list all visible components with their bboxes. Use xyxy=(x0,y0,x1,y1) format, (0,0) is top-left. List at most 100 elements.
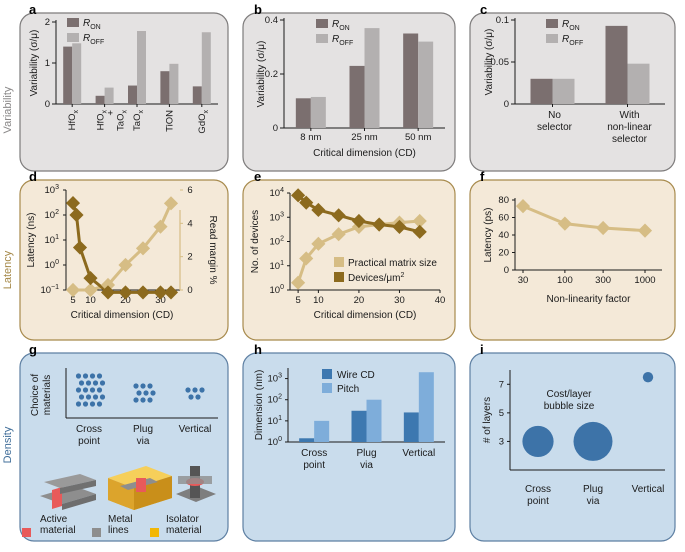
schematic-legend: Active material Metal lines Isolator materi… xyxy=(22,514,202,537)
panel-h-y-label: Dimension (nm) xyxy=(254,370,265,441)
panel-c-x-tick-label: non-linear xyxy=(607,122,652,133)
panel-d-y-tick-label: 102 xyxy=(45,209,60,221)
panel-h-x-tick-label: Plug xyxy=(356,448,376,459)
panel-a-x-tick-label: GdOx xyxy=(197,110,210,134)
panel-d-x-tick-label: 30 xyxy=(155,295,166,306)
panel-f-x-tick-label: 300 xyxy=(595,275,611,286)
panel-e-y-tick-label: 104 xyxy=(270,187,285,199)
panel-f-y-tick-label: 20 xyxy=(498,248,509,259)
panel-g-x-tick-label: Vertical xyxy=(179,424,212,435)
panel-d-read-margin-point xyxy=(65,282,81,298)
panel-g-material-dot xyxy=(99,380,106,386)
panel-g-x-tick-label: Plug xyxy=(133,424,153,435)
panel-d-latency-point xyxy=(83,271,98,286)
panel-b-x-tick-label: 50 nm xyxy=(405,132,431,143)
panel-c-legend-roff-label: ROFF xyxy=(562,34,583,47)
panel-i-x-tick-label: Plug xyxy=(583,484,603,495)
panel-g-material-dot xyxy=(133,397,139,403)
panel-e-series-point xyxy=(311,236,326,251)
panel-h-y-tick-label: 102 xyxy=(268,394,283,406)
panel-f-x-label: Non-linearity factor xyxy=(547,294,632,305)
panel-f-latency-line xyxy=(522,204,646,233)
panel-d-latency-point xyxy=(118,285,133,300)
metal-lines-swatch xyxy=(92,528,101,537)
panel-a-y-tick-label: 0 xyxy=(45,99,50,110)
panel-g-material-dot xyxy=(82,387,89,393)
panel-c-y-tick-label: 0.05 xyxy=(491,57,510,68)
panel-d-read-margin-point xyxy=(100,277,116,293)
panel-h-background xyxy=(242,352,456,542)
panel-i-y-label: # of layers xyxy=(482,397,493,443)
panel-d-latency-point xyxy=(163,285,179,300)
panel-c-bar-roff xyxy=(552,78,575,104)
panel-f-y-label: Latency (ps) xyxy=(483,207,494,262)
panel-b-legend-roff-label: ROFF xyxy=(332,34,353,47)
panel-f-x-tick-label: 100 xyxy=(557,275,573,286)
panel-g-material-dot xyxy=(78,394,85,400)
panel-f-x-tick-label: 30 xyxy=(518,275,529,286)
panel-a-bar-roff xyxy=(201,32,211,104)
panel-a-bar-ron xyxy=(128,85,137,104)
panel-a-x-tick-label: + xyxy=(106,110,117,116)
panel-e-series-point xyxy=(299,195,314,210)
panel-h-x-tick-label: via xyxy=(360,460,373,471)
panel-d-x-label: Critical dimension (CD) xyxy=(71,310,174,321)
panel-g-x-tick-label: point xyxy=(78,436,100,447)
panel-f-latency-point xyxy=(596,220,611,236)
panel-e-series-point xyxy=(331,227,346,242)
panel-g-material-dot xyxy=(75,387,82,393)
panel-letter-h: h xyxy=(254,342,262,357)
panel-h-bar-wire-cd xyxy=(299,438,315,442)
panel-d-read-margin-point xyxy=(135,241,151,256)
panel-a-x-tick-label: HfOx xyxy=(67,110,80,131)
panel-e-series-point xyxy=(412,213,427,229)
panel-b-bar-ron xyxy=(349,65,365,128)
panel-a-x-tick-text: HfOx xyxy=(67,110,80,131)
panel-g-material-dot xyxy=(140,397,146,403)
panel-b-bar-roff xyxy=(418,41,434,128)
isolator-material-label: Isolator material xyxy=(166,514,202,536)
row-label-density: Density xyxy=(2,426,14,463)
panel-g-material-dot xyxy=(150,390,156,396)
panel-e-legend-label: Practical matrix size xyxy=(348,258,437,269)
row-label-variability: Variability xyxy=(2,86,14,133)
panel-a-x-tick-label: TaOx xyxy=(116,110,129,131)
panel-f-y-tick-label: 40 xyxy=(498,230,509,241)
panel-g-material-dot xyxy=(92,394,99,400)
panel-h-y-tick-label: 103 xyxy=(268,373,283,385)
panel-h-x-tick-label: point xyxy=(303,460,325,471)
panel-h-y-tick-label: 101 xyxy=(268,415,283,427)
panel-e-series-point xyxy=(392,219,407,234)
panel-c-x-tick-label: selector xyxy=(537,122,573,133)
panel-d-read-margin-point xyxy=(118,257,133,273)
row-label-latency: Latency xyxy=(2,250,14,289)
panel-e-series-point xyxy=(291,188,306,203)
panel-e-y-tick-label: 103 xyxy=(270,211,285,223)
panel-i-x-tick-label: Cross xyxy=(525,484,551,495)
panel-letter-f: f xyxy=(480,169,485,184)
panel-b-y-tick-label: 0.4 xyxy=(265,15,278,26)
panel-e-x-tick-label: 40 xyxy=(435,295,446,306)
panel-a-bar-ron xyxy=(160,71,170,104)
panel-f-background xyxy=(469,179,676,341)
plug-via-schematic xyxy=(108,466,172,510)
panel-g-material-dot xyxy=(75,401,82,407)
panel-a-bar-roff xyxy=(137,31,146,104)
panel-g-material-dot xyxy=(96,387,103,393)
panel-h-bar-pitch xyxy=(418,372,434,442)
panel-d-x-tick-label: 20 xyxy=(120,295,131,306)
panel-i-bubble xyxy=(522,425,554,458)
panel-e-series-point xyxy=(311,202,326,218)
active-material-label: Active material xyxy=(40,514,76,536)
panel-d-y-tick-label: 101 xyxy=(45,234,60,246)
panel-e-series-point xyxy=(299,251,314,266)
panel-d-y-tick-label-right: 0 xyxy=(187,285,192,296)
panel-a-y-label: Variability (σ/μ) xyxy=(29,30,40,97)
panel-letter-g: g xyxy=(29,342,37,357)
panel-b-y-tick-label: 0 xyxy=(273,123,278,134)
panel-i-x-tick-label: Vertical xyxy=(632,484,665,495)
panel-d-y-tick-label-right: 4 xyxy=(187,218,192,229)
panel-g-y-label: Choice of xyxy=(30,374,41,416)
metal-lines-label: Metal lines xyxy=(108,514,132,536)
